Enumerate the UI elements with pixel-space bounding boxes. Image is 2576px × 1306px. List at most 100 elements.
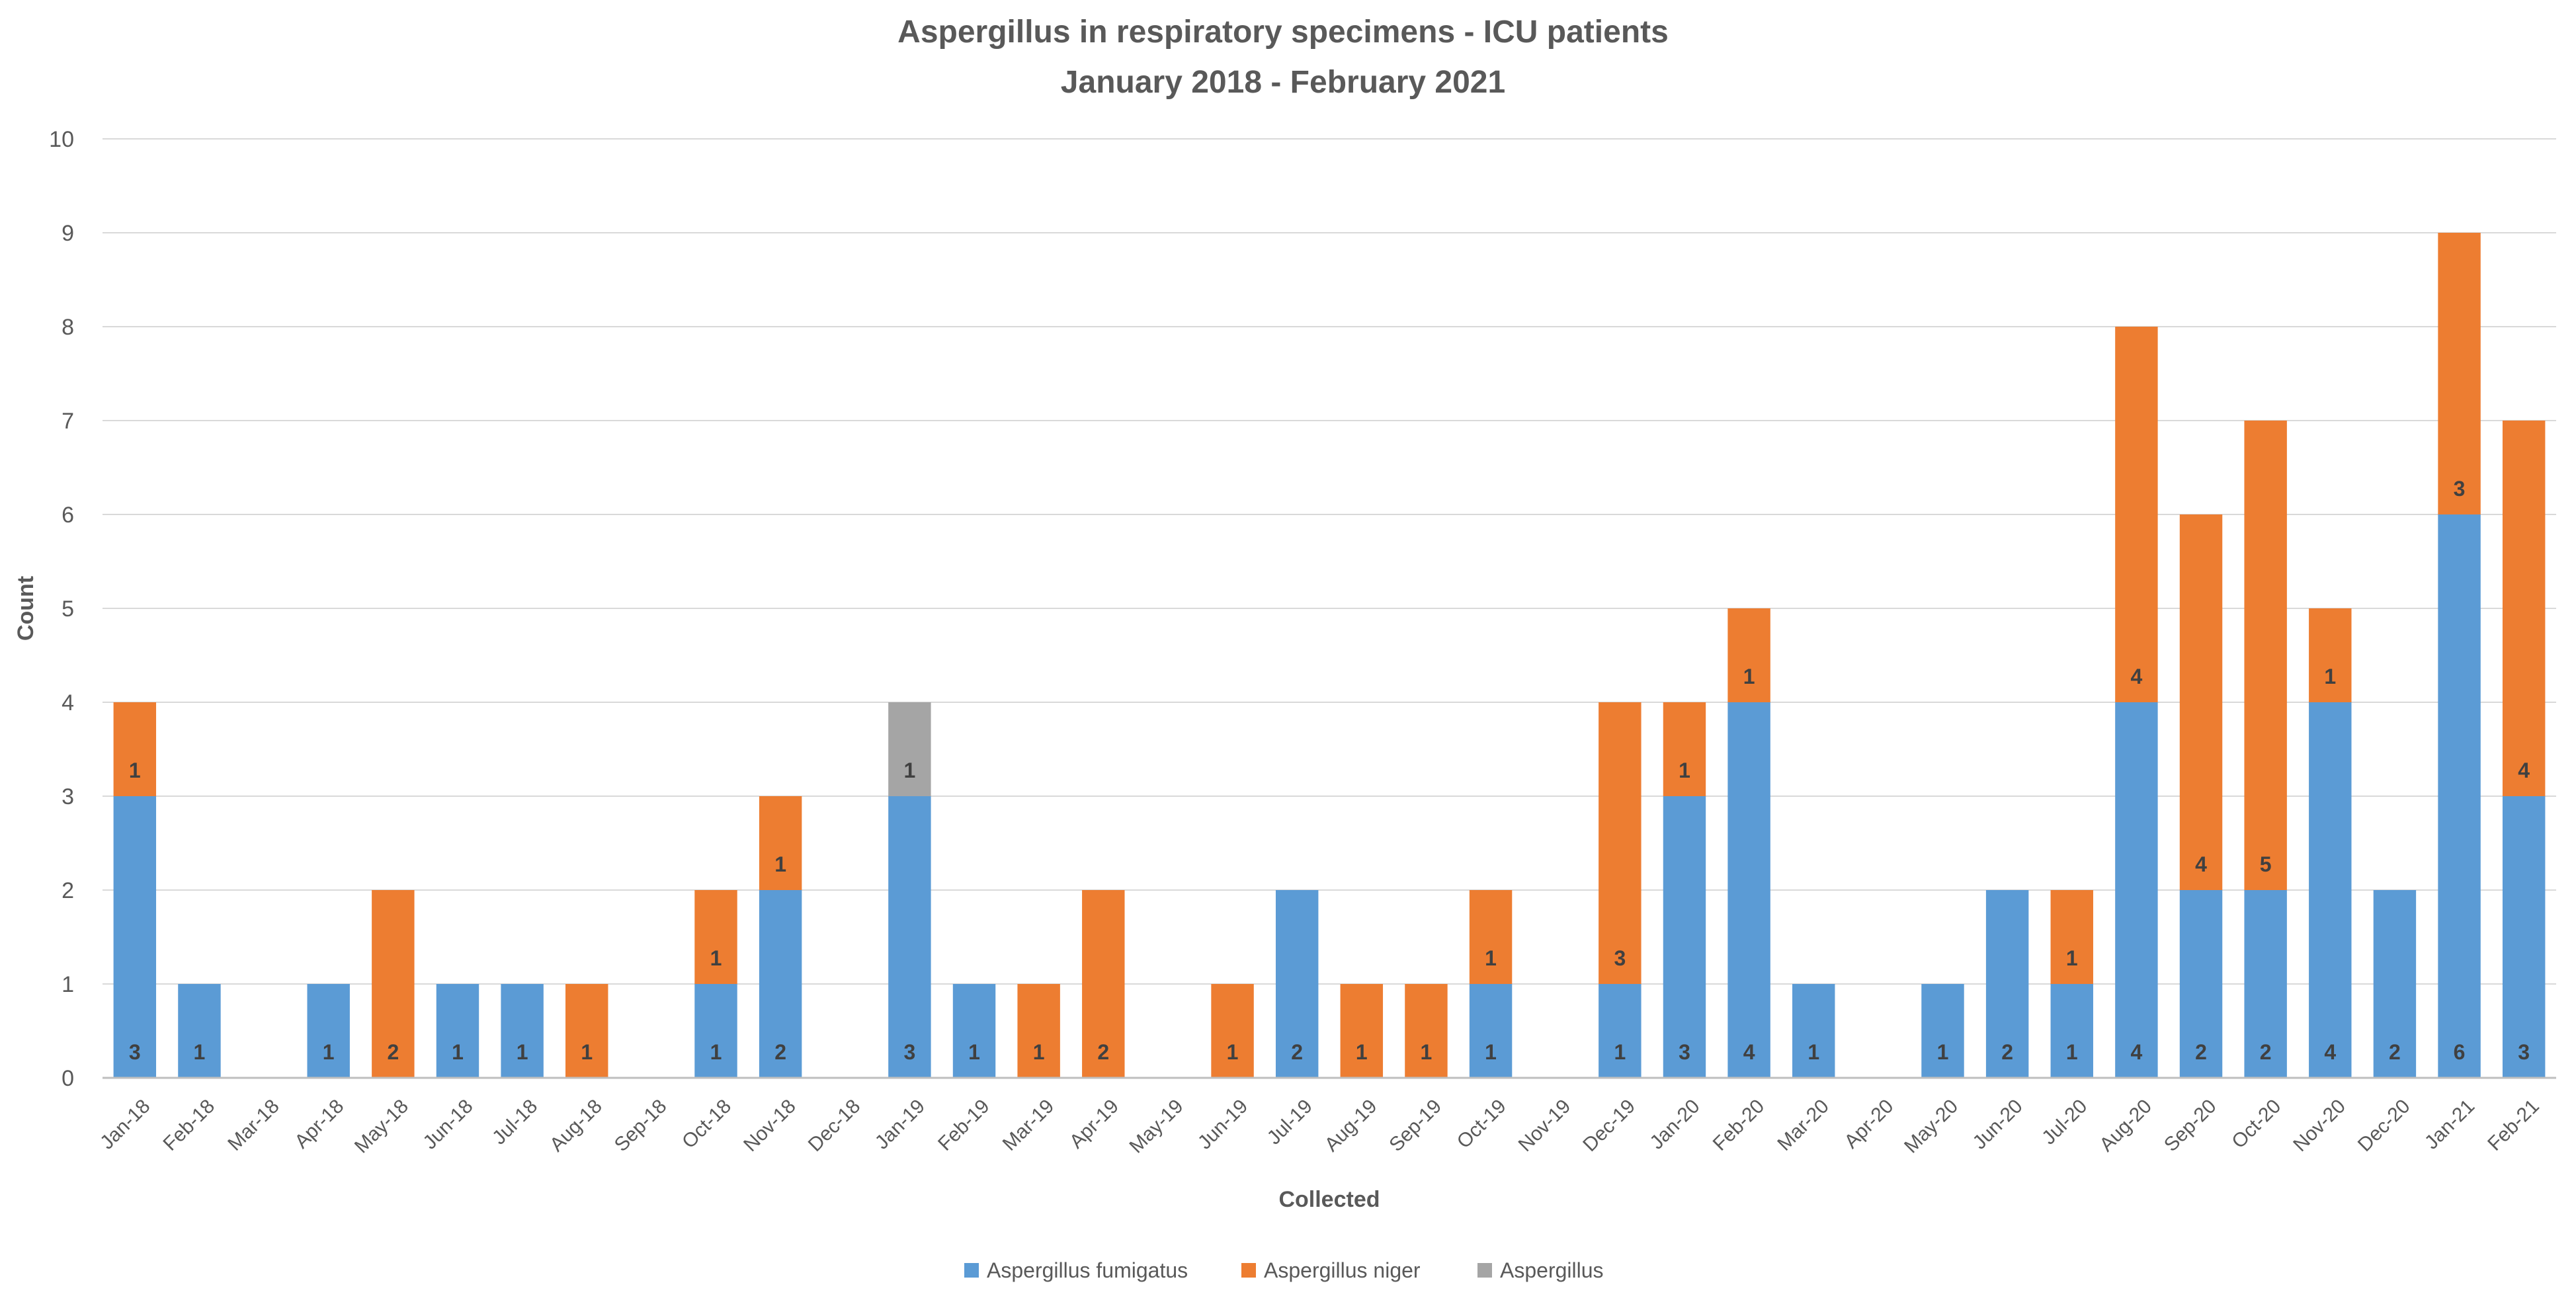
bar-segment [2502, 421, 2546, 796]
bar-segment [501, 984, 544, 1078]
x-tick-label: Feb-18 [159, 1095, 220, 1155]
data-label: 1 [1679, 758, 1690, 782]
x-tick-label: Aug-19 [1321, 1095, 1382, 1156]
bar-segment [888, 796, 931, 1078]
bar-segment [2309, 702, 2352, 1078]
x-tick-label: Oct-18 [678, 1095, 735, 1153]
x-tick-label: Jun-19 [1194, 1095, 1252, 1153]
data-label: 2 [2001, 1040, 2013, 1064]
bar-segment [1663, 702, 1706, 796]
x-axis-label: Collected [1278, 1187, 1380, 1212]
chart-subtitle: January 2018 - February 2021 [1061, 65, 1505, 100]
x-tick-label: Feb-21 [2483, 1095, 2544, 1155]
legend: Aspergillus fumigatus Aspergillus niger As… [964, 1258, 1604, 1282]
data-label: 1 [968, 1040, 980, 1064]
bar-segment [2050, 984, 2093, 1078]
gridlines [103, 138, 2556, 985]
y-tick-label: 3 [62, 784, 74, 809]
data-label: 6 [2454, 1040, 2466, 1064]
data-label: 1 [1485, 1040, 1497, 1064]
data-label: 1 [194, 1040, 206, 1064]
y-tick-label: 6 [62, 503, 74, 528]
x-tick-label: Aug-18 [546, 1095, 606, 1156]
x-tick-label: Nov-20 [2289, 1095, 2350, 1156]
x-tick-label: Jul-19 [1263, 1095, 1317, 1149]
data-label: 1 [1227, 1040, 1239, 1064]
x-tick-label: Dec-20 [2354, 1095, 2415, 1156]
data-label: 1 [1937, 1040, 1949, 1064]
bar-segment [888, 702, 931, 796]
x-tick-label: Jun-18 [419, 1095, 477, 1153]
data-label: 1 [517, 1040, 528, 1064]
data-label: 1 [774, 852, 786, 876]
data-label: 1 [1356, 1040, 1368, 1064]
bar-segment [307, 984, 350, 1078]
bar-segment [372, 890, 415, 1078]
data-label: 2 [2260, 1040, 2272, 1064]
x-tick-label: Oct-19 [1453, 1095, 1511, 1153]
data-labels: 3 1 1 1 2 1 1 1 1 1 2 1 3 1 1 1 2 1 2 1 1 1 1 1 3 3 1 4 1 1 1 2 1 1 4 4 2 4 2 5… [129, 477, 2530, 1064]
data-label: 2 [1291, 1040, 1303, 1064]
x-tick-label: Jan-18 [96, 1095, 154, 1153]
data-label: 1 [2066, 1040, 2078, 1064]
bar-segment [565, 984, 608, 1078]
data-label: 1 [581, 1040, 593, 1064]
data-label: 2 [2389, 1040, 2401, 1064]
x-tick-label: Jul-18 [488, 1095, 542, 1149]
bars [113, 233, 2546, 1078]
x-tick-label: Apr-18 [290, 1095, 348, 1153]
legend-label: Aspergillus [1500, 1258, 1604, 1282]
bar-segment [1469, 890, 1513, 984]
bar-segment [1275, 890, 1319, 1078]
x-tick-label: May-20 [1900, 1095, 1962, 1157]
bar-segment [1599, 984, 1641, 1078]
data-label: 1 [129, 758, 141, 782]
data-label: 1 [452, 1040, 464, 1064]
x-tick-label: May-19 [1125, 1095, 1187, 1157]
data-label: 2 [1097, 1040, 1109, 1064]
data-label: 3 [1679, 1040, 1690, 1064]
bar-segment [2244, 421, 2287, 890]
bar-segment [2115, 327, 2158, 702]
bar-segment [2309, 608, 2352, 702]
bar-segment [1985, 890, 2029, 1078]
x-tick-label: Feb-20 [1709, 1095, 1769, 1155]
data-label: 1 [1485, 946, 1497, 970]
data-label: 3 [903, 1040, 915, 1064]
data-label: 4 [2195, 852, 2207, 876]
bar-segment [2502, 796, 2546, 1078]
y-axis-ticks: 0 1 2 3 4 5 6 7 8 9 10 [49, 127, 74, 1091]
data-label: 1 [1421, 1040, 1433, 1064]
data-label: 1 [2066, 946, 2078, 970]
x-tick-label: Mar-19 [999, 1095, 1059, 1155]
bar-segment [2244, 890, 2287, 1078]
y-tick-label: 2 [62, 878, 74, 903]
data-label: 1 [1743, 665, 1755, 688]
legend-label: Aspergillus niger [1264, 1258, 1421, 1282]
bar-segment [2050, 890, 2093, 984]
data-label: 1 [323, 1040, 335, 1064]
data-label: 4 [2324, 1040, 2336, 1064]
data-label: 4 [2130, 1040, 2142, 1064]
x-tick-label: May-18 [351, 1095, 413, 1157]
bar-segment [1663, 796, 1706, 1078]
bar-segment [1340, 984, 1384, 1078]
x-tick-label: Nov-18 [739, 1095, 800, 1156]
bar-segment [113, 702, 157, 796]
data-label: 1 [1614, 1040, 1626, 1064]
bar-segment [2438, 233, 2481, 514]
bar-segment [1211, 984, 1254, 1078]
bar-segment [178, 984, 221, 1078]
x-tick-label: Oct-20 [2227, 1095, 2285, 1153]
x-tick-label: Jan-19 [871, 1095, 929, 1153]
bar-segment [694, 890, 737, 984]
x-tick-label: Jul-20 [2038, 1095, 2091, 1149]
legend-swatch [964, 1263, 979, 1278]
y-tick-label: 8 [62, 315, 74, 340]
bar-segment [2179, 890, 2223, 1078]
x-tick-label: Jan-20 [1645, 1095, 1704, 1153]
bar-segment [1017, 984, 1060, 1078]
data-label: 3 [2454, 477, 2466, 501]
